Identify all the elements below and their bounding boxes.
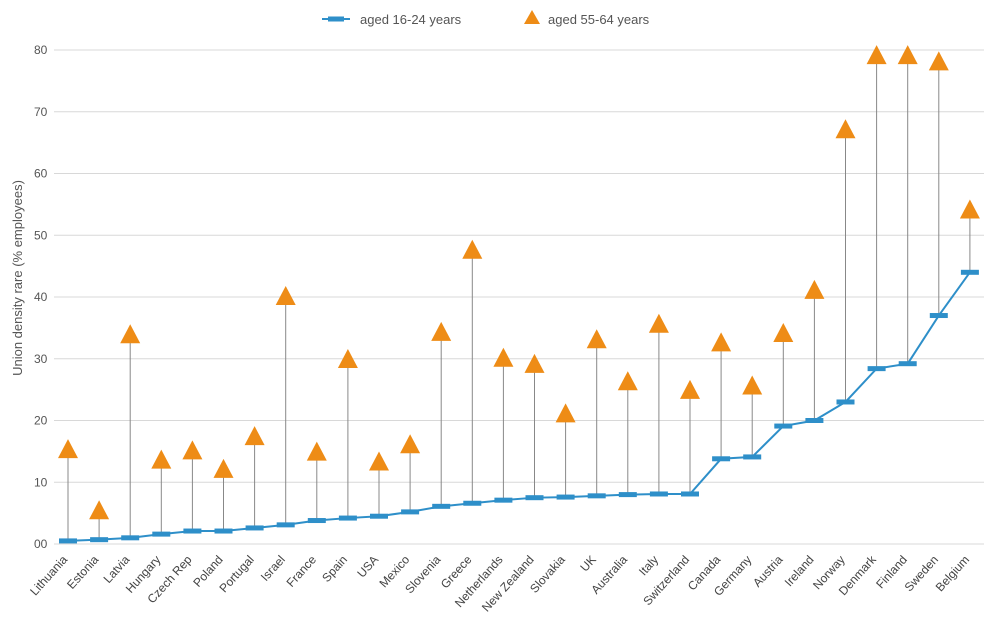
series-young xyxy=(59,269,979,544)
point-young xyxy=(960,269,979,275)
point-old xyxy=(213,458,234,478)
x-tick-label: Austria xyxy=(750,552,786,589)
point-old xyxy=(835,119,856,139)
point-young xyxy=(214,528,233,534)
gridlines xyxy=(54,49,984,545)
point-young xyxy=(587,493,606,499)
point-old xyxy=(462,239,483,259)
point-young xyxy=(743,454,762,460)
point-old xyxy=(804,279,825,299)
x-tick-label: Italy xyxy=(636,553,661,579)
legend: aged 16-24 years aged 55-64 years xyxy=(322,10,650,27)
point-old xyxy=(648,313,669,333)
series-old xyxy=(58,45,980,520)
point-old xyxy=(151,449,172,469)
y-tick-label: 20 xyxy=(34,414,48,428)
point-old xyxy=(524,353,545,373)
point-young xyxy=(90,537,109,543)
point-old xyxy=(711,332,732,352)
point-old xyxy=(866,45,887,65)
legend-label-young: aged 16-24 years xyxy=(360,12,462,27)
point-young xyxy=(59,538,77,544)
x-tick-label: Belgium xyxy=(933,553,972,595)
point-old xyxy=(493,347,514,367)
y-axis-label: Union density rare (% employees) xyxy=(10,180,25,376)
x-tick-label: Lithuania xyxy=(27,552,70,598)
x-tick-label: Spain xyxy=(319,553,350,585)
point-old xyxy=(182,440,203,460)
point-young xyxy=(401,509,420,515)
x-tick-label: Portugal xyxy=(217,553,257,596)
point-young xyxy=(836,399,855,405)
y-tick-label: 30 xyxy=(34,352,48,366)
point-young xyxy=(307,518,326,524)
point-old xyxy=(617,371,638,391)
point-young xyxy=(649,491,668,497)
point-young xyxy=(463,500,482,506)
point-young xyxy=(681,491,699,497)
stems xyxy=(67,56,971,541)
point-old xyxy=(897,45,918,65)
point-old xyxy=(306,441,327,461)
x-tick-label: France xyxy=(284,552,320,589)
series-line-young xyxy=(67,271,971,542)
point-old xyxy=(742,375,763,395)
legend-label-old: aged 55-64 years xyxy=(548,12,650,27)
y-axis-ticks: 00 10 20 30 40 50 60 70 80 xyxy=(34,43,48,551)
point-old xyxy=(555,403,576,423)
point-old xyxy=(337,348,358,368)
legend-dash-young xyxy=(328,16,344,22)
point-old xyxy=(400,434,421,454)
point-young xyxy=(152,531,171,537)
point-young xyxy=(525,495,544,501)
point-old xyxy=(275,286,296,305)
y-tick-label: 00 xyxy=(34,537,48,551)
legend-triangle-old xyxy=(524,10,540,24)
point-young xyxy=(929,313,948,319)
point-young xyxy=(618,492,637,498)
point-young xyxy=(432,503,451,509)
point-young xyxy=(276,522,295,528)
point-old xyxy=(928,51,949,71)
point-old xyxy=(773,323,794,343)
point-old xyxy=(586,329,607,349)
point-young xyxy=(712,456,731,462)
point-old xyxy=(89,500,110,520)
point-young xyxy=(805,418,824,423)
point-old xyxy=(244,426,265,446)
point-young xyxy=(121,535,140,541)
x-tick-label: UK xyxy=(577,553,599,575)
point-young xyxy=(370,513,388,519)
point-old xyxy=(959,199,980,219)
point-young xyxy=(867,366,886,372)
y-tick-label: 40 xyxy=(34,290,48,304)
point-young xyxy=(494,497,513,503)
point-young xyxy=(774,423,793,429)
point-old xyxy=(120,324,141,344)
point-young xyxy=(183,528,202,534)
point-old xyxy=(369,451,389,471)
point-young xyxy=(898,361,917,367)
y-tick-label: 50 xyxy=(34,228,48,242)
point-old xyxy=(431,321,452,341)
point-old xyxy=(680,379,700,399)
y-tick-label: 80 xyxy=(34,43,48,57)
x-tick-label: USA xyxy=(354,553,381,581)
x-tick-label: Israel xyxy=(258,553,288,584)
y-tick-label: 60 xyxy=(34,167,48,181)
x-tick-label: Estonia xyxy=(64,552,101,591)
point-young xyxy=(556,494,575,500)
y-tick-label: 10 xyxy=(34,475,48,489)
point-young xyxy=(338,515,357,521)
y-tick-label: 70 xyxy=(34,105,48,119)
point-young xyxy=(245,525,264,531)
point-old xyxy=(58,439,78,459)
